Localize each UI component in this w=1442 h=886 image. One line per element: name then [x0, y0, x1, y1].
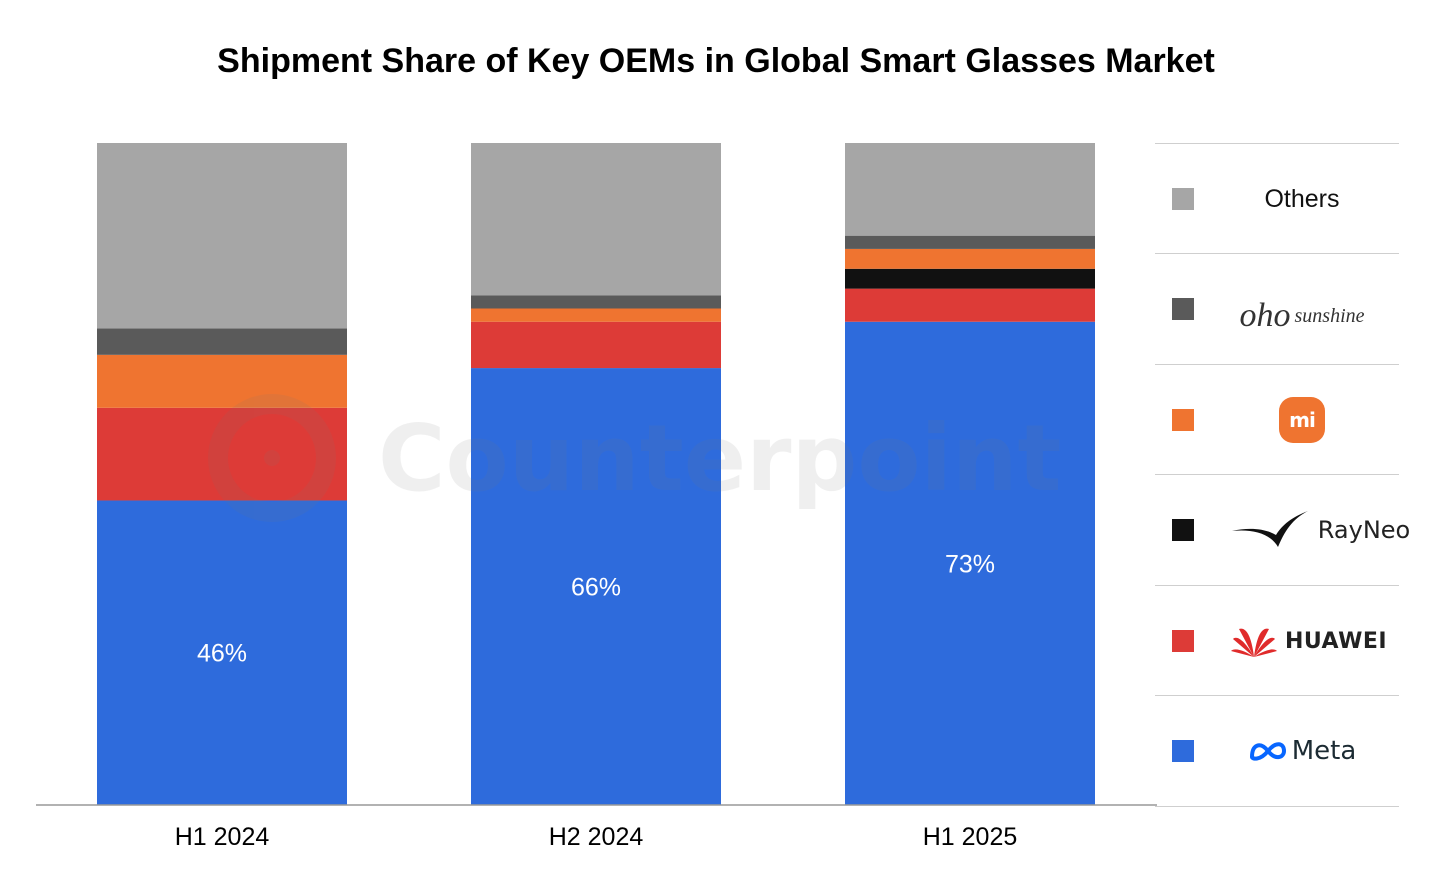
meta-logo-text: Meta	[1291, 736, 1357, 766]
bar-segment	[471, 308, 721, 322]
bar-segment	[97, 328, 347, 355]
bar-segment	[845, 268, 1095, 289]
legend-item-oho-sunshine: oho sunshine	[1155, 253, 1399, 364]
bar-segment	[97, 354, 347, 408]
xiaomi-logo-text: mi	[1289, 408, 1316, 432]
rayneo-logo-text: RayNeo	[1317, 516, 1411, 544]
x-tick-label: H1 2025	[923, 823, 1018, 851]
legend-swatch-huawei	[1172, 630, 1194, 652]
legend-label-others: Others	[1264, 184, 1340, 213]
bar-segment	[97, 143, 347, 329]
bar-segment	[845, 288, 1095, 322]
x-tick-label: H2 2024	[549, 823, 644, 851]
watermark-text: Counterpoint	[378, 405, 1062, 512]
bar-segment	[471, 143, 721, 296]
legend-swatch-xiaomi	[1172, 409, 1194, 431]
bar-segment	[845, 321, 1095, 805]
sunshine-logo-text: sunshine	[1294, 304, 1365, 327]
data-label: 66%	[571, 574, 621, 602]
rayneo-logo-icon	[1231, 511, 1308, 547]
bar-segment	[471, 321, 721, 369]
bar-segment	[97, 407, 347, 501]
huawei-logo-icon	[1230, 628, 1277, 657]
meta-logo-icon	[1249, 742, 1286, 761]
watermark-logo-icon	[208, 394, 336, 522]
huawei-logo-text: HUAWEI	[1284, 628, 1388, 654]
legend-swatch-rayneo	[1172, 519, 1194, 541]
data-label: 46%	[197, 640, 247, 668]
legend-swatch-others	[1172, 188, 1194, 210]
chart-title: Shipment Share of Key OEMs in Global Sma…	[217, 42, 1215, 80]
bar-segment	[845, 235, 1095, 249]
bar-segment	[845, 248, 1095, 269]
xiaomi-logo-icon: mi	[1279, 397, 1325, 443]
x-tick-label: H1 2024	[175, 823, 270, 851]
legend-swatch-oho-sunshine	[1172, 298, 1194, 320]
legend-item-meta: Meta	[1155, 695, 1399, 807]
bar-segment	[845, 143, 1095, 236]
oho-logo-text: oho	[1239, 297, 1291, 334]
bar-segment	[471, 368, 721, 805]
legend-swatch-meta	[1172, 740, 1194, 762]
bar-segment	[97, 500, 347, 805]
legend-item-huawei: HUAWEI	[1155, 585, 1399, 696]
watermark: Counterpoint	[208, 394, 1062, 522]
legend-item-others: Others	[1155, 143, 1399, 254]
legend-item-rayneo: RayNeo	[1155, 474, 1410, 585]
bar-segment	[471, 295, 721, 309]
legend-item-xiaomi: mi	[1155, 364, 1399, 475]
data-label: 73%	[945, 550, 995, 578]
oho-sunshine-logo: oho sunshine	[1205, 254, 1399, 364]
